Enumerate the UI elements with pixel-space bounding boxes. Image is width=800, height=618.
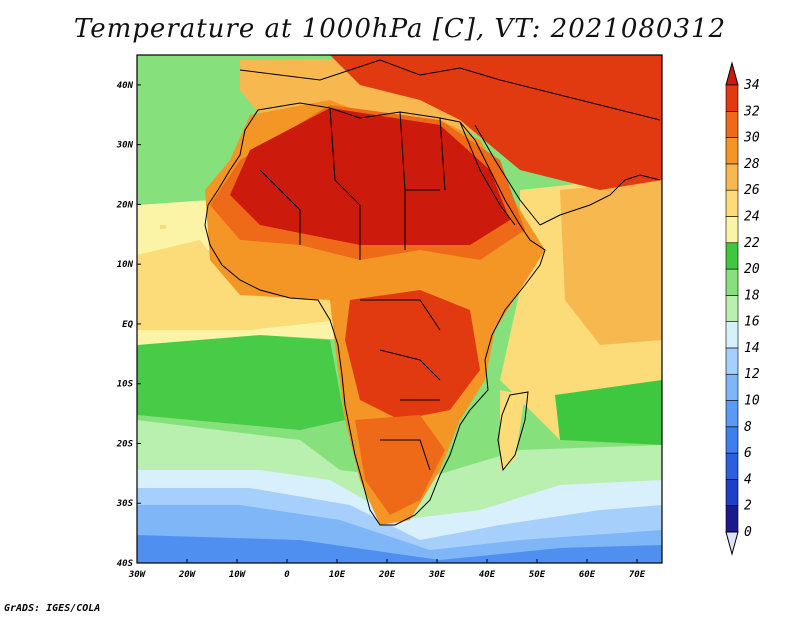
colorbar-label: 22 bbox=[744, 236, 760, 251]
colorbar-segment bbox=[725, 268, 739, 296]
field-middle-east bbox=[330, 55, 662, 190]
lat-label: EQ bbox=[122, 320, 133, 330]
field-arabian-sea bbox=[560, 180, 662, 345]
colorbar-label: 18 bbox=[744, 288, 760, 303]
lon-label: 20W bbox=[178, 570, 197, 580]
colorbar-label: 34 bbox=[743, 78, 760, 93]
lon-label: 30E bbox=[428, 570, 446, 580]
plot-frame bbox=[136, 54, 663, 564]
field-central-africa bbox=[345, 290, 480, 420]
lon-label: 30W bbox=[128, 570, 147, 580]
colorbar-segment bbox=[725, 295, 739, 322]
field-band-deep-blue bbox=[137, 535, 662, 563]
colorbar-segment bbox=[725, 137, 739, 165]
colorbar-label: 8 bbox=[744, 420, 752, 435]
field-south-atlantic bbox=[137, 335, 345, 430]
colorbar-label: 12 bbox=[744, 367, 760, 382]
field-south-indian-green bbox=[555, 380, 662, 445]
lat-label: 10S bbox=[117, 380, 134, 390]
lon-label: 10E bbox=[329, 570, 346, 580]
colorbar-label: 24 bbox=[744, 209, 760, 224]
colorbar-segment bbox=[725, 321, 739, 349]
colorbar-top-arrow bbox=[725, 61, 739, 86]
chart-title: Temperature at 1000hPa [C], VT: 20210803… bbox=[73, 14, 727, 44]
field-madagascar bbox=[500, 390, 525, 470]
colorbar-label: 20 bbox=[744, 262, 760, 277]
colorbar-segment bbox=[725, 189, 739, 217]
lat-label: 30N bbox=[116, 141, 134, 151]
colorbar-segment bbox=[725, 505, 739, 533]
colorbar-label: 0 bbox=[744, 525, 752, 540]
colorbar-segment bbox=[725, 400, 739, 428]
coastlines bbox=[204, 59, 661, 526]
europe-coast bbox=[239, 59, 661, 121]
field-southern-africa bbox=[355, 415, 445, 515]
lon-label: 10W bbox=[229, 570, 247, 580]
lon-label: 20E bbox=[378, 570, 396, 580]
madagascar-coastline bbox=[497, 391, 529, 472]
lat-label: 40S bbox=[117, 559, 134, 569]
arabia-coast bbox=[539, 174, 661, 226]
colorbar-segment bbox=[725, 242, 739, 270]
colorbar-segment bbox=[725, 163, 739, 191]
lat-label: 10N bbox=[117, 260, 134, 270]
colorbar-label: 28 bbox=[744, 157, 760, 172]
credit-text: GrADS: IGES/COLA bbox=[4, 603, 101, 614]
colorbar-segment bbox=[725, 84, 739, 112]
colorbar-segment bbox=[725, 110, 739, 138]
colorbar-label: 16 bbox=[744, 315, 760, 330]
colorbar-segment bbox=[725, 426, 739, 454]
lon-label: 40E bbox=[479, 570, 496, 580]
colorbar-segment bbox=[725, 373, 739, 401]
africa-coastline bbox=[204, 102, 546, 526]
colorbar-label: 2 bbox=[744, 499, 752, 514]
colorbar-label: 6 bbox=[744, 446, 752, 461]
red-sea-coast bbox=[459, 121, 541, 226]
colorbar-segment bbox=[725, 479, 739, 507]
colorbar-segment bbox=[725, 216, 739, 244]
lon-label: 0 bbox=[284, 570, 290, 580]
colorbar-bottom-arrow bbox=[725, 531, 739, 556]
temperature-field bbox=[137, 55, 662, 563]
colorbar-label: 26 bbox=[744, 183, 760, 198]
lat-label: 20S bbox=[116, 439, 134, 449]
lon-label: 50E bbox=[529, 570, 546, 580]
lat-label: 20N bbox=[116, 200, 134, 210]
lat-label: 30S bbox=[116, 499, 134, 509]
country-borders-north bbox=[259, 107, 446, 260]
field-cape-verde bbox=[160, 225, 166, 229]
field-gulf-of-guinea bbox=[137, 240, 340, 330]
colorbar-segment bbox=[725, 347, 739, 375]
colorbar-label: 30 bbox=[743, 131, 760, 146]
lon-label: 60E bbox=[579, 570, 596, 580]
lat-label: 40N bbox=[117, 81, 134, 91]
colorbar-label: 14 bbox=[744, 341, 760, 356]
colorbar-segment bbox=[725, 452, 739, 480]
colorbar-label: 10 bbox=[744, 394, 760, 409]
country-borders-central bbox=[360, 299, 441, 471]
colorbar-label: 32 bbox=[743, 104, 760, 119]
colorbar-label: 4 bbox=[744, 472, 752, 487]
lon-label: 70E bbox=[629, 570, 646, 580]
